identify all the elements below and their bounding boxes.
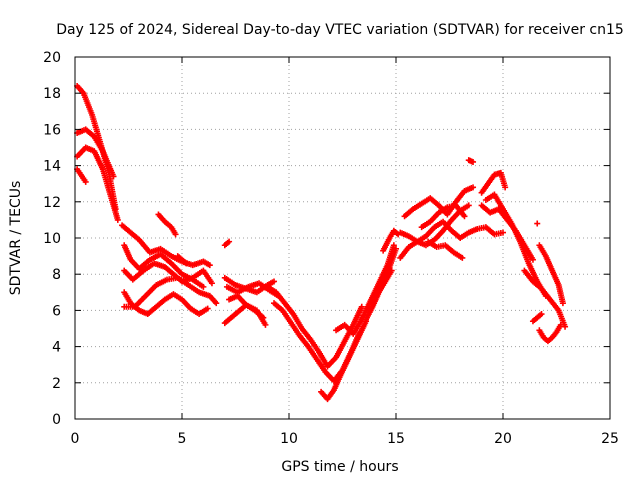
series-pass-19: [318, 318, 370, 403]
data-point: [114, 216, 121, 223]
y-axis-title: SDTVAR / TECUs: [8, 181, 24, 296]
series-pass-3: [74, 144, 121, 223]
data-point: [393, 245, 399, 252]
data-point: [208, 280, 215, 287]
data-point: [110, 173, 117, 180]
data-point: [206, 262, 213, 269]
series-pass-22: [363, 267, 395, 323]
series-pass-29: [465, 157, 477, 165]
data-point: [358, 303, 365, 310]
data-point: [226, 238, 233, 245]
data-point: [213, 300, 220, 307]
y-tick-label: 16: [43, 122, 61, 138]
y-tick-label: 20: [43, 50, 61, 66]
x-tick-label: 15: [387, 431, 405, 447]
series-pass-30: [478, 169, 509, 196]
series-pass-23: [380, 227, 402, 254]
series-pass-4: [74, 166, 89, 185]
x-axis-title: GPS time / hours: [281, 459, 398, 475]
y-tick-label: 6: [52, 303, 61, 319]
data-point: [502, 184, 509, 191]
data-point: [500, 229, 506, 236]
chart-title: Day 125 of 2024, Sidereal Day-to-day VTE…: [56, 22, 624, 38]
data-point: [183, 260, 190, 267]
data-point: [538, 311, 545, 318]
y-tick-label: 18: [43, 86, 61, 102]
series-pass-34: [536, 242, 566, 307]
x-tick-label: 20: [494, 431, 512, 447]
x-tick-labels: 0 5 10 15 20 25: [71, 431, 619, 447]
series-pass-37: [534, 220, 541, 227]
data-point: [262, 321, 269, 328]
data-point: [465, 202, 472, 209]
data-point: [388, 267, 395, 274]
y-tick-label: 14: [43, 159, 61, 175]
data-points: [74, 82, 569, 403]
series-pass-9: [121, 274, 220, 310]
y-tick-label: 10: [43, 231, 61, 247]
x-tick-label: 5: [178, 431, 187, 447]
data-point: [172, 231, 179, 238]
series-pass-25: [397, 202, 472, 249]
data-point: [82, 178, 89, 185]
y-tick-label: 4: [52, 340, 61, 356]
series-pass-8: [121, 289, 211, 318]
data-point: [461, 213, 468, 220]
series-pass-28: [425, 238, 466, 261]
series-pass-24: [397, 218, 506, 261]
data-point: [557, 321, 564, 328]
series-pass-11: [174, 253, 190, 267]
series-pass-2: [74, 126, 117, 180]
series-pass-18: [271, 300, 363, 384]
data-point: [200, 283, 207, 290]
data-point: [470, 158, 477, 165]
data-point: [529, 256, 536, 263]
grid-lines: [75, 57, 610, 419]
series-pass-16: [221, 301, 269, 328]
data-point: [271, 278, 278, 285]
series-pass-33: [521, 267, 569, 330]
y-tick-label: 8: [52, 267, 61, 283]
y-tick-labels: 0 2 4 6 8 10 12 14 16 18 20: [43, 50, 61, 428]
y-tick-label: 2: [52, 376, 61, 392]
x-tick-label: 25: [601, 431, 619, 447]
series-pass-10: [155, 211, 179, 238]
y-tick-label: 12: [43, 195, 61, 211]
x-tick-label: 0: [71, 431, 80, 447]
data-point: [459, 254, 466, 261]
data-point: [534, 220, 541, 227]
data-point: [204, 305, 211, 312]
y-tick-label: 0: [52, 412, 61, 428]
data-point: [559, 300, 566, 307]
series-pass-35: [536, 321, 564, 345]
x-tick-label: 10: [280, 431, 298, 447]
data-point: [390, 242, 397, 249]
axis-ticks: [74, 56, 611, 420]
series-pass-36: [529, 311, 545, 325]
series-pass-12: [221, 238, 233, 249]
series-pass-27: [418, 202, 468, 231]
data-point: [562, 323, 569, 330]
data-point: [470, 184, 477, 191]
